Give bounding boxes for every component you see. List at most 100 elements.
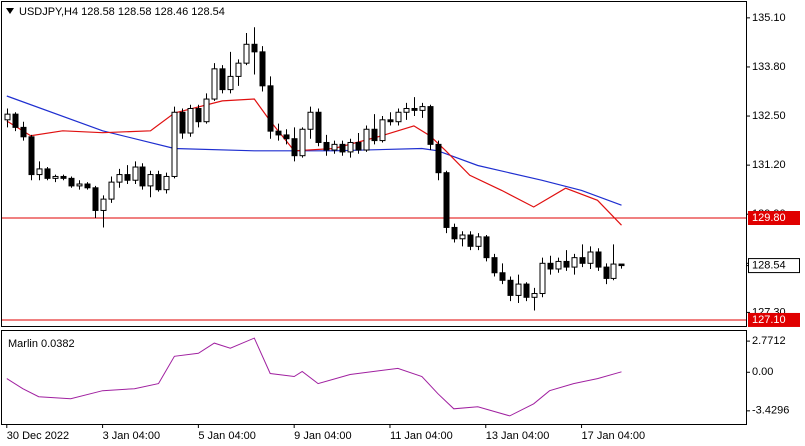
candle-body (251, 43, 258, 53)
candle-body (171, 111, 178, 177)
level-label-box (748, 312, 800, 327)
candle-body (307, 111, 314, 130)
indicator-panel-frame (1, 330, 747, 425)
candle-body (108, 181, 115, 200)
candle-body (203, 98, 210, 123)
y-tick-label: 132.50 (752, 110, 786, 122)
candle-body (267, 85, 274, 132)
candle-body (68, 177, 75, 187)
candle-body (243, 43, 250, 64)
candle-body (139, 166, 146, 187)
indicator-y-tick-label: -3.4296 (752, 405, 789, 417)
candle-body (219, 68, 226, 91)
candle-body (459, 234, 466, 240)
candle-body (475, 236, 482, 247)
candle-body (427, 106, 434, 145)
level-label: 127.10 (752, 314, 786, 326)
candle-body (187, 107, 194, 134)
candle-body (451, 226, 458, 240)
candle-body (618, 263, 625, 267)
candle-body (395, 111, 402, 123)
candle-body (387, 119, 394, 123)
candle-body (595, 251, 602, 268)
candle-body (379, 119, 386, 142)
x-tick-label: 9 Jan 04:00 (294, 430, 352, 442)
candle-body (555, 260, 562, 270)
x-tick-label: 17 Jan 04:00 (582, 430, 646, 442)
candle-body (579, 257, 586, 264)
candle-body (531, 293, 538, 298)
candle-body (371, 128, 378, 142)
candle-body (539, 262, 546, 295)
candle-body (275, 130, 282, 136)
indicator-y-tick-label: 2.7712 (752, 335, 786, 347)
x-tick-label: 13 Jan 04:00 (486, 430, 550, 442)
candle-body (355, 141, 362, 151)
main-panel-frame (1, 1, 747, 327)
candle-body (28, 136, 35, 176)
indicator-line (6, 337, 622, 417)
candle-body (491, 257, 498, 274)
level-label: 129.80 (752, 212, 786, 224)
level-label-box (748, 211, 800, 225)
candle-body (419, 106, 426, 111)
candle-body (610, 263, 617, 279)
candle-body (467, 234, 474, 247)
candle-body (523, 283, 530, 298)
indicator-y-tick-label: 0.00 (752, 366, 773, 378)
y-tick-label: 135.10 (752, 12, 786, 24)
candle-body (124, 174, 131, 181)
candle-body (443, 172, 450, 228)
candle-body (299, 128, 306, 157)
y-tick-label: 131.20 (752, 159, 786, 171)
candle-body (155, 174, 162, 191)
candle-body (435, 143, 442, 174)
candle-body (20, 126, 27, 138)
candle-body (331, 143, 338, 151)
x-tick-label: 5 Jan 04:00 (198, 430, 256, 442)
candle-body (235, 62, 242, 77)
candle-body (227, 75, 234, 91)
last-price-label: 128.54 (752, 259, 786, 271)
candle-body (515, 283, 522, 296)
candle-body (195, 107, 202, 123)
candle-body (4, 113, 11, 121)
candle-body (100, 198, 107, 211)
candle-body (92, 187, 99, 211)
candle-body (411, 107, 418, 111)
candle-body (60, 175, 67, 179)
candle-body (44, 168, 51, 179)
candle-body (291, 138, 298, 157)
last-price-box (748, 258, 800, 274)
candle-body (315, 111, 322, 143)
candle-body (76, 183, 83, 187)
candle-body (363, 128, 370, 151)
candle-body (259, 51, 266, 87)
candle-body (52, 175, 59, 179)
chart-header: USDJPY,H4 128.58 128.58 128.46 128.54 (19, 6, 225, 18)
candle-body (84, 183, 91, 189)
candle-body (347, 141, 354, 153)
candle-body (507, 279, 514, 296)
indicator-label: Marlin 0.0382 (8, 338, 75, 350)
candle-body (499, 272, 506, 281)
candle-body (483, 236, 490, 259)
candle-body (147, 174, 154, 187)
candle-body (116, 174, 123, 183)
candle-body (323, 141, 330, 151)
candle-body (563, 260, 570, 268)
candle-body (132, 166, 139, 181)
candle-body (587, 251, 594, 264)
candle-body (571, 257, 578, 268)
candle-body (12, 113, 19, 128)
candle-body (547, 262, 554, 270)
menu-triangle (6, 8, 14, 14)
x-tick-label: 3 Jan 04:00 (103, 430, 161, 442)
candle-body (36, 168, 43, 176)
candle-body (339, 143, 346, 153)
candle-body (603, 266, 610, 279)
candle-body (163, 175, 170, 191)
candle-body (211, 68, 218, 100)
